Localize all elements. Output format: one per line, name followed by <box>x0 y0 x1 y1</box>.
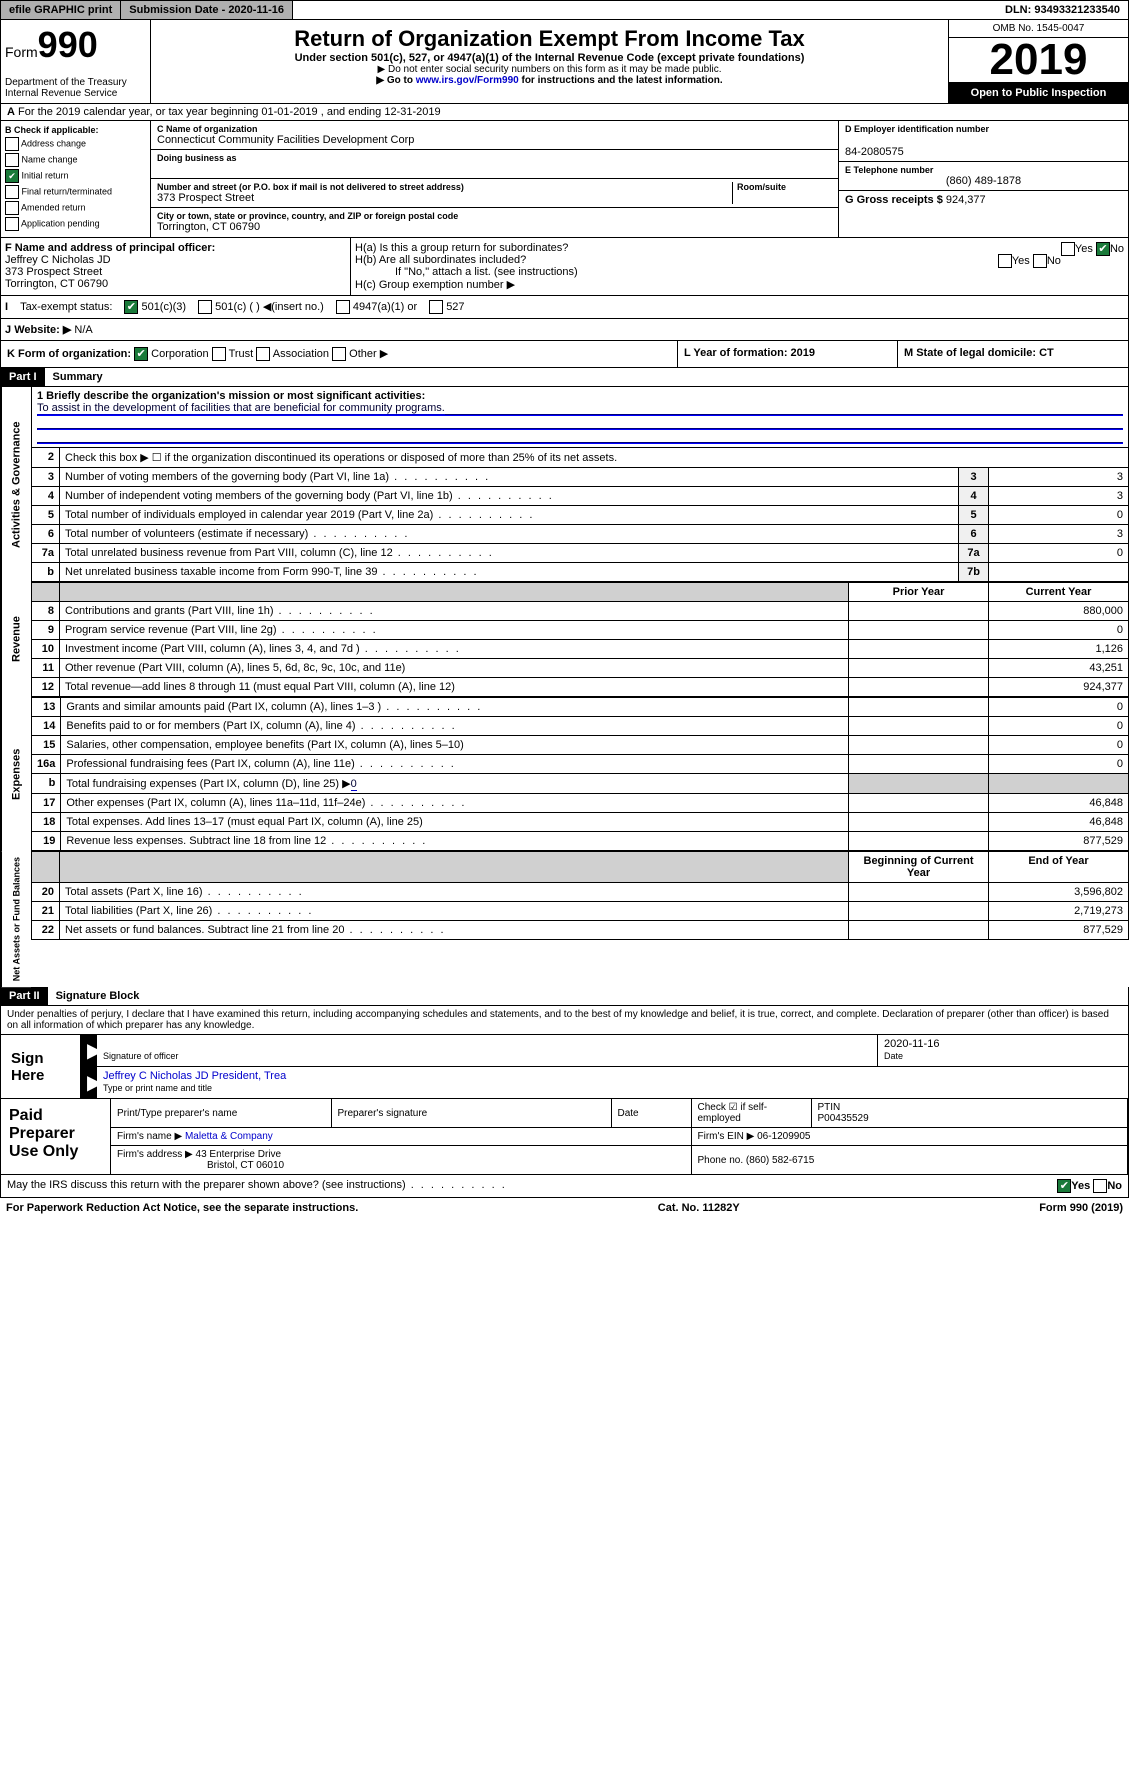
exp-section: Expenses 13Grants and similar amounts pa… <box>0 697 1129 851</box>
gross-receipts: 924,377 <box>946 194 986 206</box>
sign-block: Sign Here ▶Signature of officer2020-11-1… <box>0 1035 1129 1099</box>
row-k: K Form of organization: ✔ Corporation Tr… <box>0 341 1129 368</box>
part1-hdr: Part I <box>1 368 45 386</box>
form-number: Form990 <box>5 24 146 66</box>
ein: 84-2080575 <box>845 146 904 158</box>
year: 2019 <box>949 38 1128 83</box>
row-fh: F Name and address of principal officer:… <box>0 238 1129 296</box>
row-a: A For the 2019 calendar year, or tax yea… <box>0 104 1129 121</box>
irs-link[interactable]: www.irs.gov/Form990 <box>416 75 519 86</box>
mission: To assist in the development of faciliti… <box>37 402 445 415</box>
paid-preparer: Paid Preparer Use Only Print/Type prepar… <box>0 1099 1129 1175</box>
penalties: Under penalties of perjury, I declare th… <box>0 1006 1129 1035</box>
efile-button[interactable]: efile GRAPHIC print <box>1 1 121 19</box>
note-link: ▶ Go to www.irs.gov/Form990 for instruct… <box>157 75 942 86</box>
dln: DLN: 93493321233540 <box>997 1 1128 19</box>
dept: Department of the Treasury Internal Reve… <box>5 77 146 99</box>
row-j: J Website: ▶ N/A <box>0 319 1129 341</box>
form-header: Form990 Department of the Treasury Inter… <box>0 20 1129 104</box>
address: 373 Prospect Street <box>157 192 254 204</box>
phone: (860) 489-1878 <box>845 175 1122 187</box>
open-public: Open to Public Inspection <box>949 83 1128 103</box>
firm-link[interactable]: Maletta & Company <box>185 1131 273 1142</box>
row-i: I Tax-exempt status: ✔ 501(c)(3) 501(c) … <box>0 296 1129 319</box>
part2-hdr: Part II <box>1 987 48 1005</box>
form-title: Return of Organization Exempt From Incom… <box>157 26 942 52</box>
discuss-row: May the IRS discuss this return with the… <box>0 1175 1129 1198</box>
topbar: efile GRAPHIC print Submission Date - 20… <box>0 0 1129 20</box>
subtitle: Under section 501(c), 527, or 4947(a)(1)… <box>157 52 942 64</box>
officer-name[interactable]: Jeffrey C Nicholas JD President, Trea <box>103 1070 286 1082</box>
city: Torrington, CT 06790 <box>157 221 260 233</box>
rev-section: Revenue Prior YearCurrent Year 8Contribu… <box>0 582 1129 697</box>
submission-date: Submission Date - 2020-11-16 <box>121 1 293 19</box>
net-section: Net Assets or Fund Balances Beginning of… <box>0 851 1129 987</box>
note-ssn: ▶ Do not enter social security numbers o… <box>157 64 942 75</box>
gov-section: Activities & Governance 1 Briefly descri… <box>0 387 1129 582</box>
footer: For Paperwork Reduction Act Notice, see … <box>0 1198 1129 1218</box>
section-bcd: B Check if applicable: Address change Na… <box>0 121 1129 238</box>
org-name: Connecticut Community Facilities Develop… <box>157 134 414 146</box>
box-b: B Check if applicable: Address change Na… <box>1 121 151 237</box>
